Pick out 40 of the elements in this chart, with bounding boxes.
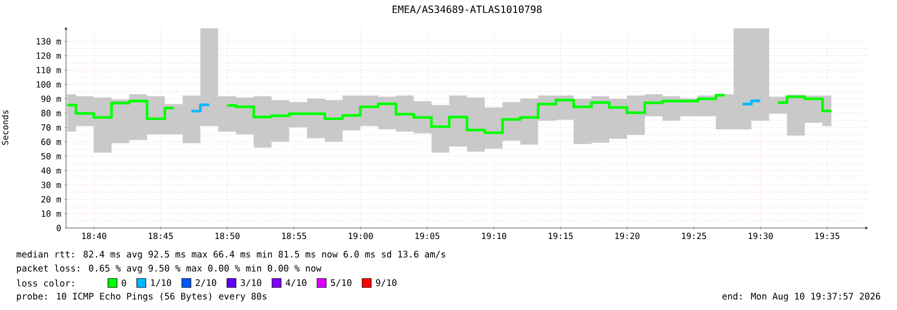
text: packet loss: 0.65 % avg 9.50 % max 0.00 % min 0.00 % now xyxy=(17,264,322,274)
legend-label: 4/10 xyxy=(286,279,306,287)
y-tick-label: 10 m xyxy=(42,210,61,217)
legend-title: loss color: xyxy=(16,279,74,287)
x-tick-label: 19:25 xyxy=(682,232,706,240)
legend-label: 9/10 xyxy=(376,279,396,287)
y-tick-label: 40 m xyxy=(41,167,61,174)
legend-label: 5/10 xyxy=(330,279,352,287)
x-tick-label: 19:10 xyxy=(482,232,506,240)
text: median rtt: 82.4 ms avg 92.5 ms max 66.4 ms min 81.5 ms now 6.0 ms sd 13.6 am/s xyxy=(16,250,446,260)
text: end: Mon Aug 10 19:37:57 2026 xyxy=(722,292,880,302)
x-tick-label: 19:05 xyxy=(415,232,440,240)
y-axis-title: Seconds xyxy=(2,110,8,145)
y-tick-label: 100 m xyxy=(36,81,61,88)
y-tick-label: 130 m xyxy=(36,38,61,45)
x-tick-label: 19:20 xyxy=(615,232,640,240)
y-tick-label: 20 m xyxy=(41,196,61,203)
legend-label: 2/10 xyxy=(196,279,216,287)
x-tick-label: 19:15 xyxy=(548,232,573,240)
y-tick-label: 30 m xyxy=(41,182,61,188)
legend-label: 0 xyxy=(122,280,126,286)
y-tick-label: 80 m xyxy=(41,110,61,116)
legend-label: 3/10 xyxy=(240,279,262,287)
y-tick-label: 60 m xyxy=(41,138,61,146)
y-tick-label: 0 xyxy=(56,224,61,232)
y-tick-label: 50 m xyxy=(41,152,61,160)
chart-title: EMEA/AS34689-ATLAS1010798 xyxy=(392,5,542,14)
y-tick-label: 120 m xyxy=(36,52,61,59)
x-tick-label: 18:55 xyxy=(282,232,306,240)
y-tick-label: 70 m xyxy=(41,124,61,131)
y-tick-label: 90 m xyxy=(41,96,61,102)
x-tick-label: 18:40 xyxy=(82,232,106,240)
legend-label: 1/10 xyxy=(151,279,172,287)
x-tick-label: 19:00 xyxy=(348,232,373,240)
x-tick-label: 18:45 xyxy=(148,232,173,240)
text: probe: 10 ICMP Echo Pings (56 Bytes) every 80s xyxy=(17,292,266,302)
x-tick-label: 18:50 xyxy=(215,232,240,240)
x-tick-label: 19:30 xyxy=(748,232,773,240)
y-tick-label: 110 m xyxy=(36,66,61,74)
x-tick-label: 19:35 xyxy=(815,232,840,240)
